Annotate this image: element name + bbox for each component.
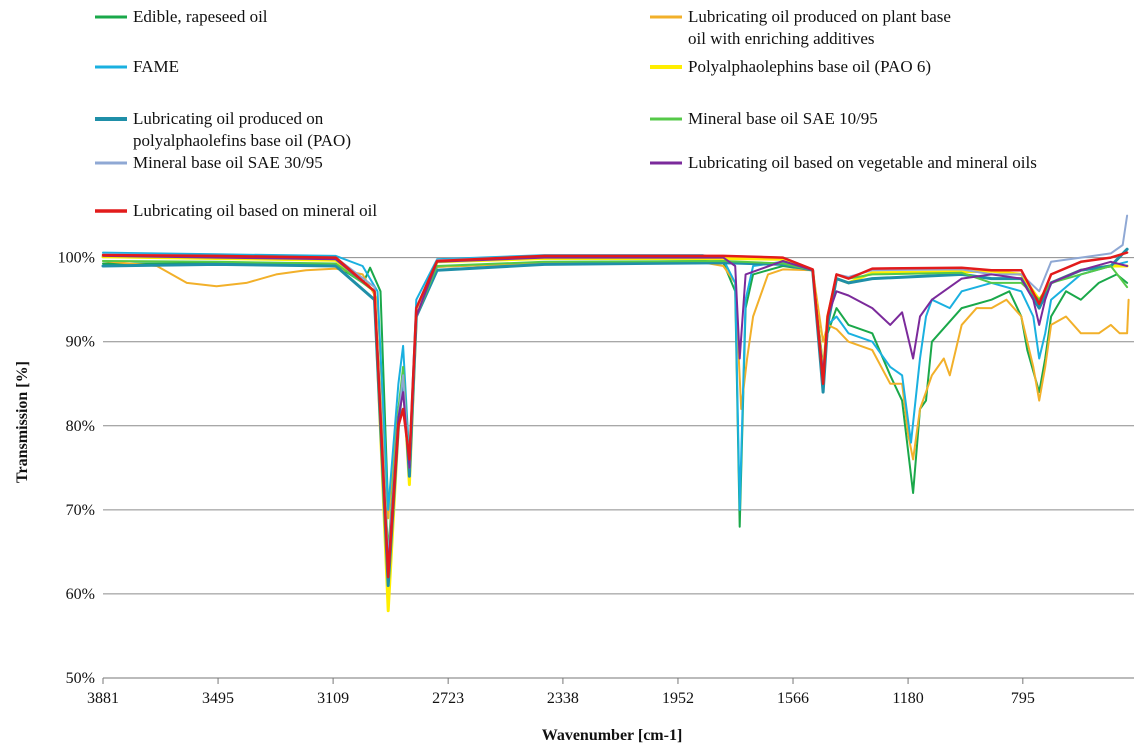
legend: Edible, rapeseed oil Lubricating oil prod… (95, 7, 1037, 220)
series-line-3 (102, 251, 1129, 511)
legend-label: Lubricating oil produced on polyalphaolef… (133, 109, 351, 150)
y-tick-label: 70% (66, 502, 95, 519)
x-axis-title: Wavenumber [cm-1] (542, 727, 683, 744)
series-line-5 (101, 247, 1129, 587)
x-tick-label: 2723 (432, 690, 464, 707)
y-tick-label: 100% (58, 250, 95, 267)
x-tick-label: 3881 (87, 690, 119, 707)
legend-label: FAME (133, 57, 179, 76)
y-tick-label: 80% (66, 418, 95, 435)
series-line-1 (102, 260, 1129, 528)
legend-label: Lubricating oil based on vegetable and m… (688, 153, 1037, 172)
y-tick-label: 50% (66, 670, 95, 687)
legend-label: Edible, rapeseed oil (133, 7, 268, 26)
x-tick-label: 1180 (892, 690, 923, 707)
y-tick-labels: 50% 60% 70% 80% 90% 100% (58, 250, 95, 687)
x-tick-labels: 3881 3495 3109 2723 2338 1952 1566 1180 795 (87, 678, 1035, 707)
series-line-2 (102, 260, 1130, 520)
legend-label: Lubricating oil produced on plant base oi… (688, 7, 951, 48)
x-tick-label: 3495 (202, 690, 234, 707)
x-tick-label: 795 (1011, 690, 1035, 707)
series-line-9 (101, 251, 1129, 579)
x-tick-label: 2338 (547, 690, 579, 707)
legend-label: Polyalphaolephins base oil (PAO 6) (688, 57, 931, 76)
series-lines (101, 214, 1130, 613)
legend-label: Mineral base oil SAE 10/95 (688, 109, 878, 128)
series-line-7 (102, 214, 1129, 562)
x-tick-label: 3109 (317, 690, 349, 707)
legend-label: Lubricating oil based on mineral oil (133, 201, 377, 220)
x-tick-label: 1566 (777, 690, 809, 707)
y-tick-label: 60% (66, 586, 95, 603)
y-axis-title: Transmission [%] (14, 361, 31, 483)
y-tick-label: 90% (66, 334, 95, 351)
legend-label: Mineral base oil SAE 30/95 (133, 153, 323, 172)
x-tick-label: 1952 (662, 690, 694, 707)
series-line-8 (102, 254, 1129, 570)
series-line-4 (101, 255, 1129, 613)
